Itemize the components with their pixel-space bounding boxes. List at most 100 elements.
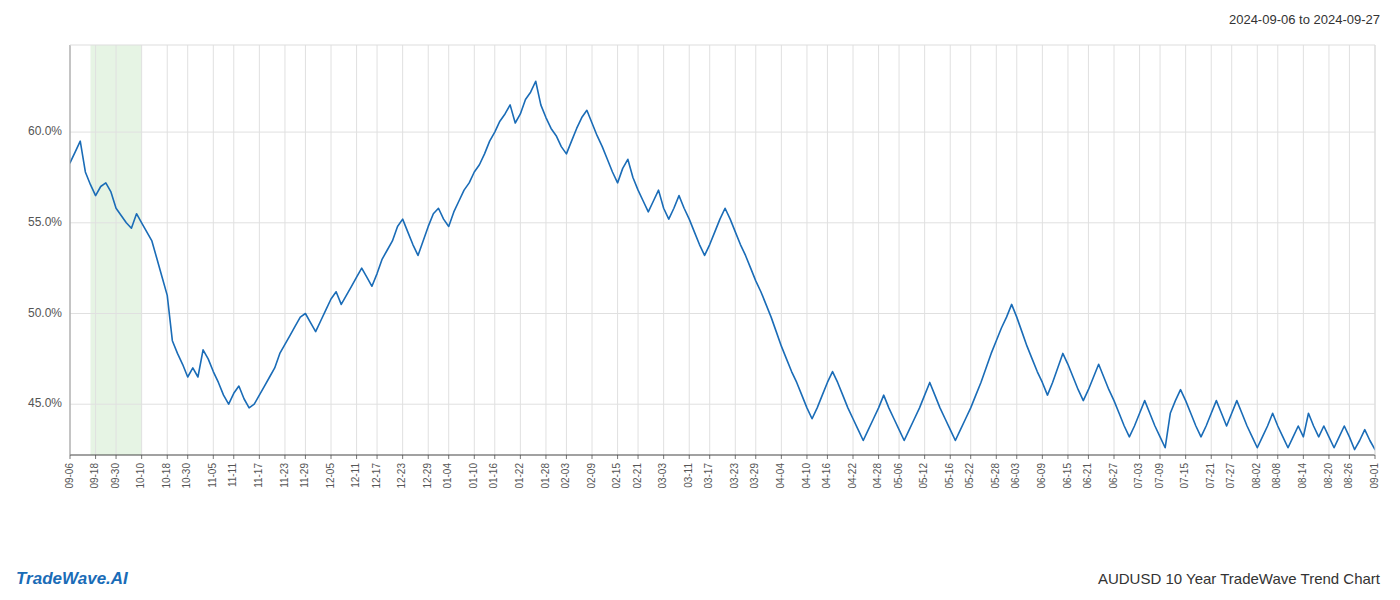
x-tick-label: 05-22 (964, 463, 975, 489)
x-grid-line (95, 45, 96, 455)
x-grid-line (284, 45, 285, 455)
x-tick-label: 04-22 (847, 463, 858, 489)
y-tick-label: 50.0% (28, 306, 62, 320)
y-grid-line (70, 132, 1375, 133)
x-grid-line (428, 45, 429, 455)
x-grid-line (116, 45, 117, 455)
x-grid-line (617, 45, 618, 455)
x-tick-label: 09-18 (89, 463, 100, 489)
x-tick-label: 06-03 (1010, 463, 1021, 489)
x-grid-line (566, 45, 567, 455)
x-tick-label: 05-12 (918, 463, 929, 489)
x-grid-line (474, 45, 475, 455)
x-tick-label: 12-05 (325, 463, 336, 489)
x-tick-label: 07-27 (1225, 463, 1236, 489)
x-tick-label: 08-26 (1343, 463, 1354, 489)
x-grid-line (663, 45, 664, 455)
grid (70, 45, 1375, 455)
x-grid-line (1349, 45, 1350, 455)
y-tick-label: 60.0% (28, 124, 62, 138)
x-grid-line (1375, 45, 1376, 455)
plot-frame-right (1375, 45, 1376, 455)
x-grid-line (1277, 45, 1278, 455)
x-tick-label: 12-23 (396, 463, 407, 489)
x-tick-label: 03-11 (683, 463, 694, 488)
x-grid-line (950, 45, 951, 455)
x-tick-label: 12-17 (371, 463, 382, 489)
x-tick-label: 06-15 (1062, 463, 1073, 489)
x-grid-line (213, 45, 214, 455)
x-grid-line (1257, 45, 1258, 455)
x-tick-label: 02-09 (586, 463, 597, 489)
x-tick-label: 08-08 (1271, 463, 1282, 489)
x-tick-label: 03-29 (749, 463, 760, 489)
series (70, 81, 1375, 449)
x-grid-line (970, 45, 971, 455)
x-grid-line (827, 45, 828, 455)
x-grid-line (689, 45, 690, 455)
x-tick-label: 11-23 (279, 463, 290, 488)
x-tick-label: 07-09 (1154, 463, 1165, 489)
y-grid-line (70, 222, 1375, 223)
x-grid-line (187, 45, 188, 455)
x-tick-label: 10-18 (161, 463, 172, 489)
x-grid-line (448, 45, 449, 455)
x-tick-label: 07-21 (1205, 463, 1216, 489)
x-grid-line (402, 45, 403, 455)
x-grid-line (996, 45, 997, 455)
x-grid-line (735, 45, 736, 455)
x-tick-label: 02-15 (611, 463, 622, 489)
x-tick-label: 06-27 (1108, 463, 1119, 489)
x-grid-line (331, 45, 332, 455)
x-tick-label: 02-21 (632, 463, 643, 489)
x-tick-label: 04-10 (801, 463, 812, 489)
x-grid-line (1016, 45, 1017, 455)
x-tick-label: 04-04 (775, 463, 786, 489)
x-grid-line (1088, 45, 1089, 455)
x-tick-label: 11-11 (227, 463, 238, 488)
y-tick-label: 55.0% (28, 215, 62, 229)
x-tick-label: 05-28 (990, 463, 1001, 489)
y-tick-label: 45.0% (28, 396, 62, 410)
x-grid-line (1139, 45, 1140, 455)
x-grid-line (1067, 45, 1068, 455)
line (70, 81, 1375, 449)
x-tick-label: 11-17 (253, 463, 264, 488)
axes: 45.0%50.0%55.0%60.0%09-0609-1809-3010-10… (28, 124, 1380, 488)
x-tick-label: 12-11 (350, 463, 361, 488)
x-grid-line (853, 45, 854, 455)
x-tick-label: 01-04 (442, 463, 453, 489)
x-tick-label: 07-03 (1133, 463, 1144, 489)
x-tick-label: 04-28 (872, 463, 883, 489)
x-tick-label: 01-16 (488, 463, 499, 489)
x-grid-line (70, 45, 71, 455)
chart-svg: 45.0%50.0%55.0%60.0%09-0609-1809-3010-10… (0, 0, 1400, 600)
x-grid-line (638, 45, 639, 455)
x-grid-line (545, 45, 546, 455)
x-tick-label: 08-14 (1297, 463, 1308, 489)
x-tick-label: 08-20 (1323, 463, 1334, 489)
x-grid-line (377, 45, 378, 455)
x-tick-label: 11-05 (207, 463, 218, 488)
x-tick-label: 08-02 (1251, 463, 1262, 489)
x-grid-line (1328, 45, 1329, 455)
x-tick-label: 06-21 (1082, 463, 1093, 489)
x-tick-label: 05-16 (944, 463, 955, 489)
x-tick-label: 03-23 (729, 463, 740, 489)
x-grid-line (755, 45, 756, 455)
highlight-band (90, 45, 141, 455)
x-grid-line (520, 45, 521, 455)
x-tick-label: 09-01 (1369, 463, 1380, 489)
x-tick-label: 05-06 (893, 463, 904, 489)
y-grid-line (70, 313, 1375, 314)
x-tick-label: 04-16 (821, 463, 832, 489)
title: AUDUSD 10 Year TradeWave Trend Chart (1098, 570, 1381, 587)
x-tick-label: 01-28 (540, 463, 551, 489)
x-grid-line (1185, 45, 1186, 455)
plot-frame-top (70, 45, 1375, 46)
subtitle: 2024-09-06 to 2024-09-27 (1229, 12, 1380, 27)
y-axis-line (70, 45, 71, 455)
x-grid-line (1303, 45, 1304, 455)
x-grid-line (1211, 45, 1212, 455)
x-grid-line (305, 45, 306, 455)
